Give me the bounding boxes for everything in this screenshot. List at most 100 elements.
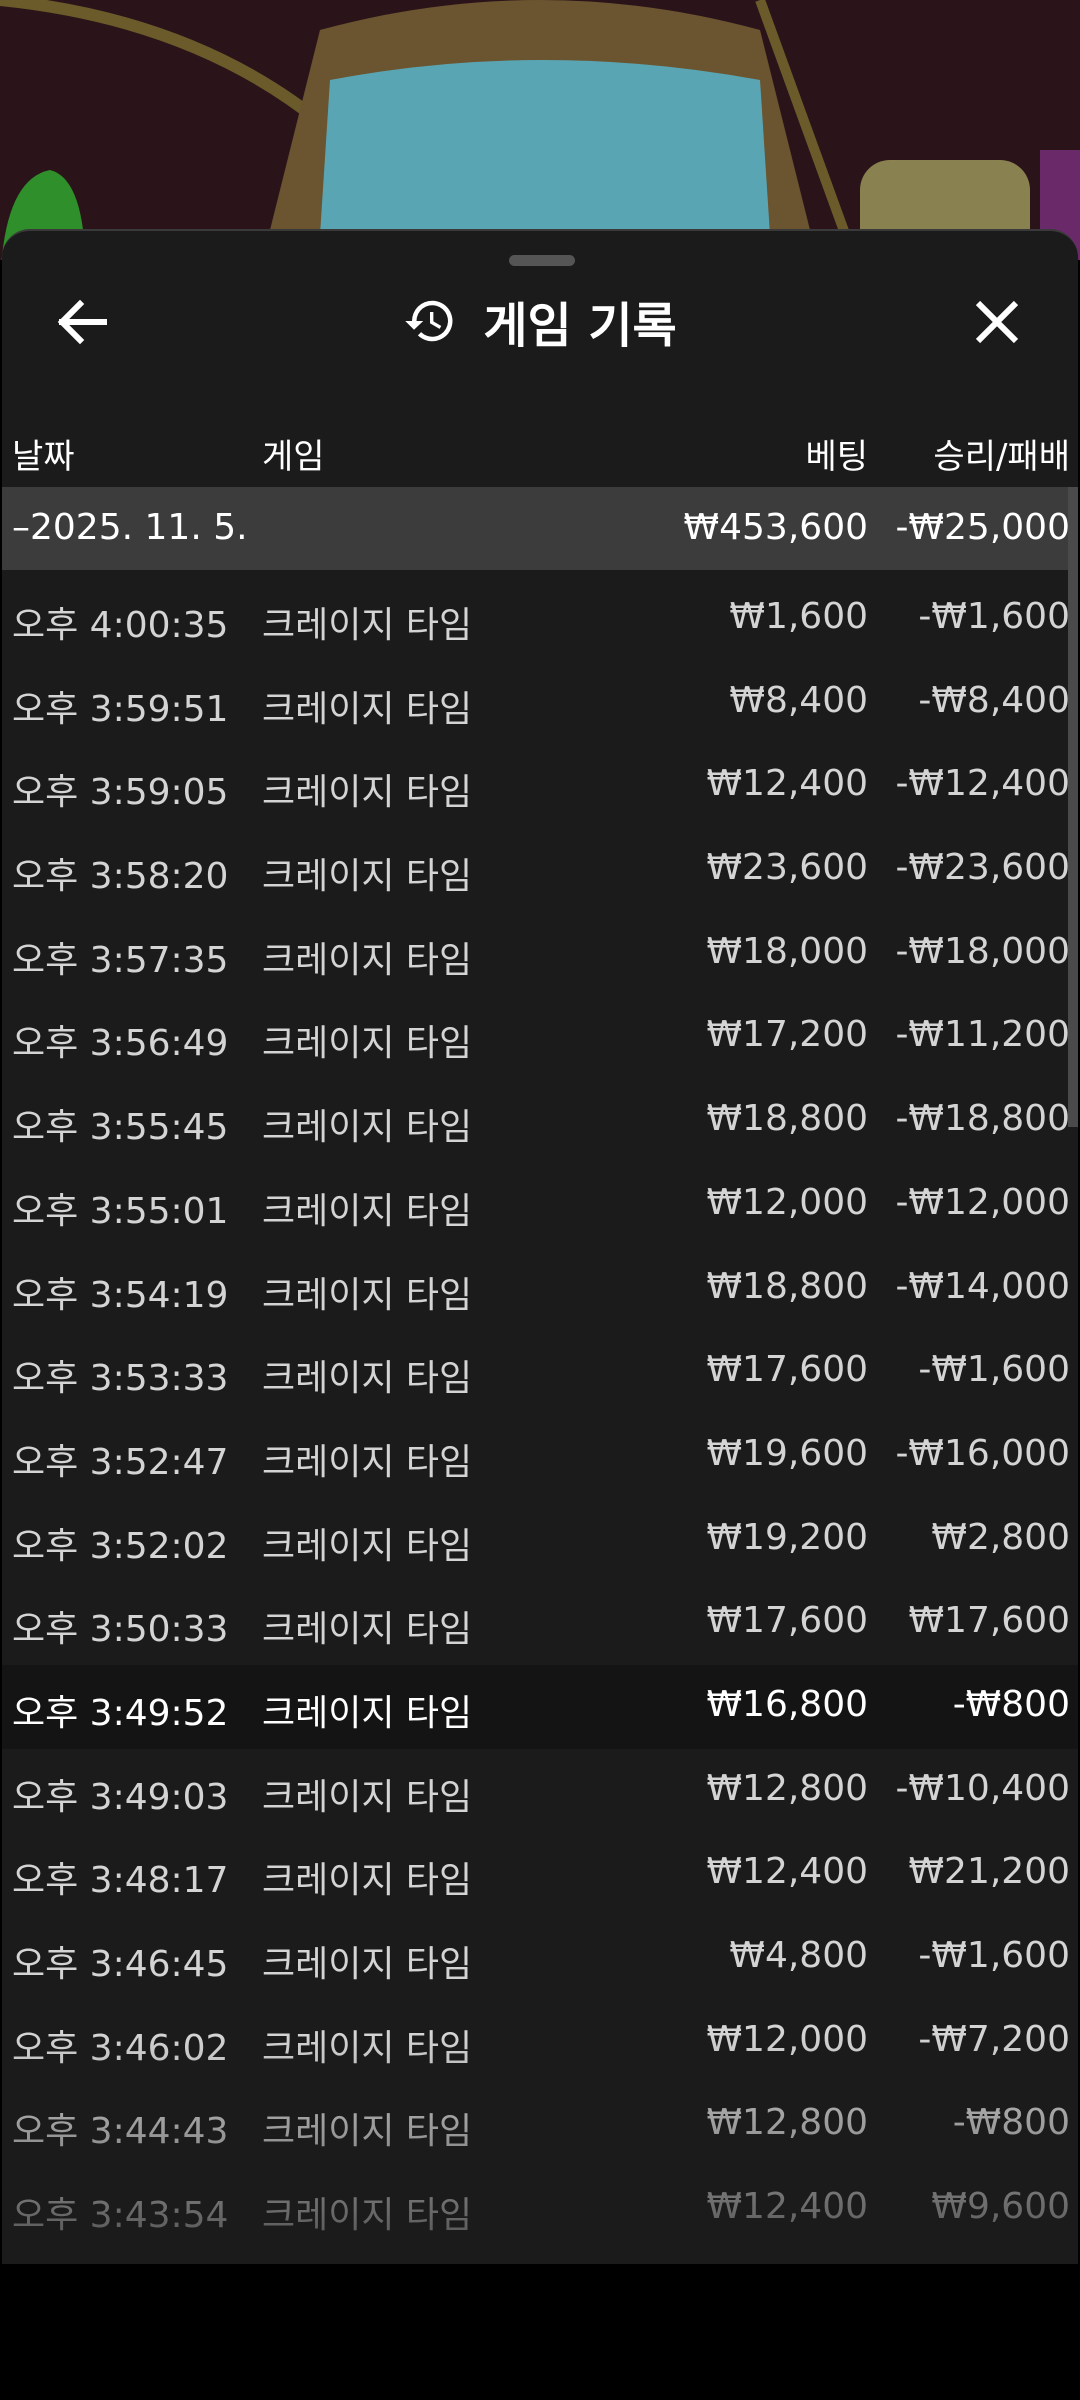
table-row[interactable]: 오후 3:52:02 크레이지 타임 ₩19,200 ₩2,800: [2, 1498, 1078, 1582]
column-header-game: 게임: [262, 437, 325, 477]
table-row[interactable]: 오후 3:58:20 크레이지 타임 ₩23,600 -₩23,600: [2, 828, 1078, 912]
table-row[interactable]: 오후 3:55:45 크레이지 타임 ₩18,800 -₩18,800: [2, 1079, 1078, 1163]
row-game: 크레이지 타임: [262, 1525, 473, 1567]
sheet-header: 게임 기록: [2, 281, 1078, 361]
row-bet: ₩18,800: [706, 1265, 868, 1307]
back-button[interactable]: [54, 299, 110, 345]
column-header-result: 승리/패배: [933, 437, 1070, 477]
history-icon: [405, 300, 453, 342]
arrow-left-icon: [57, 299, 107, 345]
table-row[interactable]: 오후 3:49:52 크레이지 타임 ₩16,800 -₩800: [2, 1664, 1078, 1749]
row-bet: ₩18,800: [706, 1098, 868, 1140]
table-row[interactable]: 오후 3:56:49 크레이지 타임 ₩17,200 -₩11,200: [2, 995, 1078, 1079]
table-row[interactable]: 오후 3:46:02 크레이지 타임 ₩12,000 -₩7,200: [2, 2000, 1078, 2084]
row-result: -₩12,400: [895, 763, 1070, 805]
table-row[interactable]: 오후 3:50:33 크레이지 타임 ₩17,600 ₩17,600: [2, 1581, 1078, 1665]
row-time: 오후 3:55:01: [12, 1190, 229, 1232]
row-time: 오후 3:59:51: [12, 688, 229, 730]
row-game: 크레이지 타임: [262, 1692, 473, 1734]
table-row[interactable]: 오후 4:00:35 크레이지 타임 ₩1,600 -₩1,600: [2, 577, 1078, 661]
row-time: 오후 3:52:47: [12, 1441, 229, 1483]
row-bet: ₩12,400: [706, 1851, 868, 1893]
row-result: ₩2,800: [931, 1516, 1070, 1558]
row-bet: ₩12,000: [706, 1181, 868, 1223]
row-time: 오후 3:59:05: [12, 772, 229, 814]
row-bet: ₩17,600: [706, 1349, 868, 1391]
row-time: 오후 3:58:20: [12, 856, 229, 898]
row-game: 크레이지 타임: [262, 939, 473, 981]
table-header: 날짜 게임 베팅 승리/패배: [2, 421, 1078, 481]
row-result: -₩800: [952, 1683, 1070, 1725]
row-bet: ₩18,000: [706, 930, 868, 972]
row-result: -₩18,800: [895, 1098, 1070, 1140]
row-game: 크레이지 타임: [262, 1441, 473, 1483]
table-row[interactable]: 오후 3:59:05 크레이지 타임 ₩12,400 -₩12,400: [2, 744, 1078, 828]
row-game: 크레이지 타임: [262, 2111, 473, 2153]
row-result: ₩17,600: [908, 1600, 1070, 1642]
row-bet: ₩19,600: [706, 1432, 868, 1474]
row-time: 오후 3:57:35: [12, 939, 229, 981]
row-bet: ₩23,600: [706, 847, 868, 889]
table-row[interactable]: 오후 3:54:19 크레이지 타임 ₩18,800 -₩14,000: [2, 1247, 1078, 1331]
game-background-image: [0, 0, 1080, 260]
row-time: 오후 3:56:49: [12, 1023, 229, 1065]
table-row[interactable]: 오후 3:59:51 크레이지 타임 ₩8,400 -₩8,400: [2, 661, 1078, 745]
row-time: 오후 3:55:45: [12, 1107, 229, 1149]
table-row[interactable]: 오후 3:55:01 크레이지 타임 ₩12,000 -₩12,000: [2, 1163, 1078, 1247]
table-row[interactable]: 오후 3:53:33 크레이지 타임 ₩17,600 -₩1,600: [2, 1330, 1078, 1414]
date-group-bet-total: ₩453,600: [683, 507, 868, 548]
row-time: 오후 3:48:17: [12, 1860, 229, 1902]
row-result: -₩1,600: [918, 1935, 1070, 1976]
row-time: 오후 3:43:54: [12, 2195, 229, 2237]
date-group-result-total: -₩25,000: [895, 507, 1070, 548]
game-history-sheet: 게임 기록 날짜 게임 베팅 승리/패배 –2025. 11. 5. ₩453,…: [2, 229, 1078, 2264]
row-bet: ₩8,400: [729, 679, 868, 721]
table-row[interactable]: 오후 3:43:54 크레이지 타임 ₩12,400 ₩9,600: [2, 2167, 1078, 2251]
row-time: 오후 3:54:19: [12, 1274, 229, 1316]
table-row[interactable]: 오후 3:46:45 크레이지 타임 ₩4,800 -₩1,600: [2, 1916, 1078, 2000]
row-result: -₩16,000: [895, 1432, 1070, 1474]
row-game: 크레이지 타임: [262, 2027, 473, 2069]
history-list: 오후 4:00:35 크레이지 타임 ₩1,600 -₩1,600 오후 3:59:51…: [2, 577, 1078, 2251]
row-game: 크레이지 타임: [262, 1023, 473, 1065]
row-bet: ₩12,400: [706, 763, 868, 805]
row-game: 크레이지 타임: [262, 1609, 473, 1651]
row-result: -₩1,600: [918, 1349, 1070, 1391]
table-row[interactable]: 오후 3:48:17 크레이지 타임 ₩12,400 ₩21,200: [2, 1832, 1078, 1916]
title-text: 게임 기록: [483, 298, 677, 354]
row-result: -₩12,000: [895, 1181, 1070, 1223]
row-result: -₩23,600: [895, 847, 1070, 889]
table-row[interactable]: 오후 3:57:35 크레이지 타임 ₩18,000 -₩18,000: [2, 912, 1078, 996]
table-row[interactable]: 오후 3:49:03 크레이지 타임 ₩12,800 -₩10,400: [2, 1749, 1078, 1833]
close-button[interactable]: [972, 297, 1022, 347]
row-bet: ₩4,800: [729, 1935, 868, 1976]
row-game: 크레이지 타임: [262, 1944, 473, 1985]
row-time: 오후 3:46:45: [12, 1944, 229, 1985]
row-result: ₩9,600: [931, 2186, 1070, 2228]
row-bet: ₩16,800: [706, 1683, 868, 1725]
scrollbar[interactable]: [1068, 487, 1078, 1127]
row-result: -₩1,600: [918, 596, 1070, 637]
row-game: 크레이지 타임: [262, 1107, 473, 1149]
row-bet: ₩12,800: [706, 2102, 868, 2144]
date-group-row[interactable]: –2025. 11. 5. ₩453,600 -₩25,000: [2, 487, 1078, 570]
page-title: 게임 기록: [2, 281, 1078, 361]
row-bet: ₩17,600: [706, 1600, 868, 1642]
row-time: 오후 3:52:02: [12, 1525, 229, 1567]
row-time: 오후 3:49:52: [12, 1692, 229, 1734]
row-game: 크레이지 타임: [262, 856, 473, 898]
row-result: ₩21,200: [908, 1851, 1070, 1893]
row-game: 크레이지 타임: [262, 1358, 473, 1400]
table-row[interactable]: 오후 3:52:47 크레이지 타임 ₩19,600 -₩16,000: [2, 1414, 1078, 1498]
row-game: 크레이지 타임: [262, 1860, 473, 1902]
row-result: -₩800: [952, 2102, 1070, 2144]
row-bet: ₩17,200: [706, 1014, 868, 1056]
date-group-label: –2025. 11. 5.: [12, 507, 248, 548]
row-game: 크레이지 타임: [262, 605, 473, 646]
row-time: 오후 3:44:43: [12, 2111, 229, 2153]
row-game: 크레이지 타임: [262, 1190, 473, 1232]
row-time: 오후 3:53:33: [12, 1358, 229, 1400]
column-header-date: 날짜: [12, 437, 75, 477]
drag-handle[interactable]: [509, 255, 575, 266]
table-row[interactable]: 오후 3:44:43 크레이지 타임 ₩12,800 -₩800: [2, 2083, 1078, 2167]
